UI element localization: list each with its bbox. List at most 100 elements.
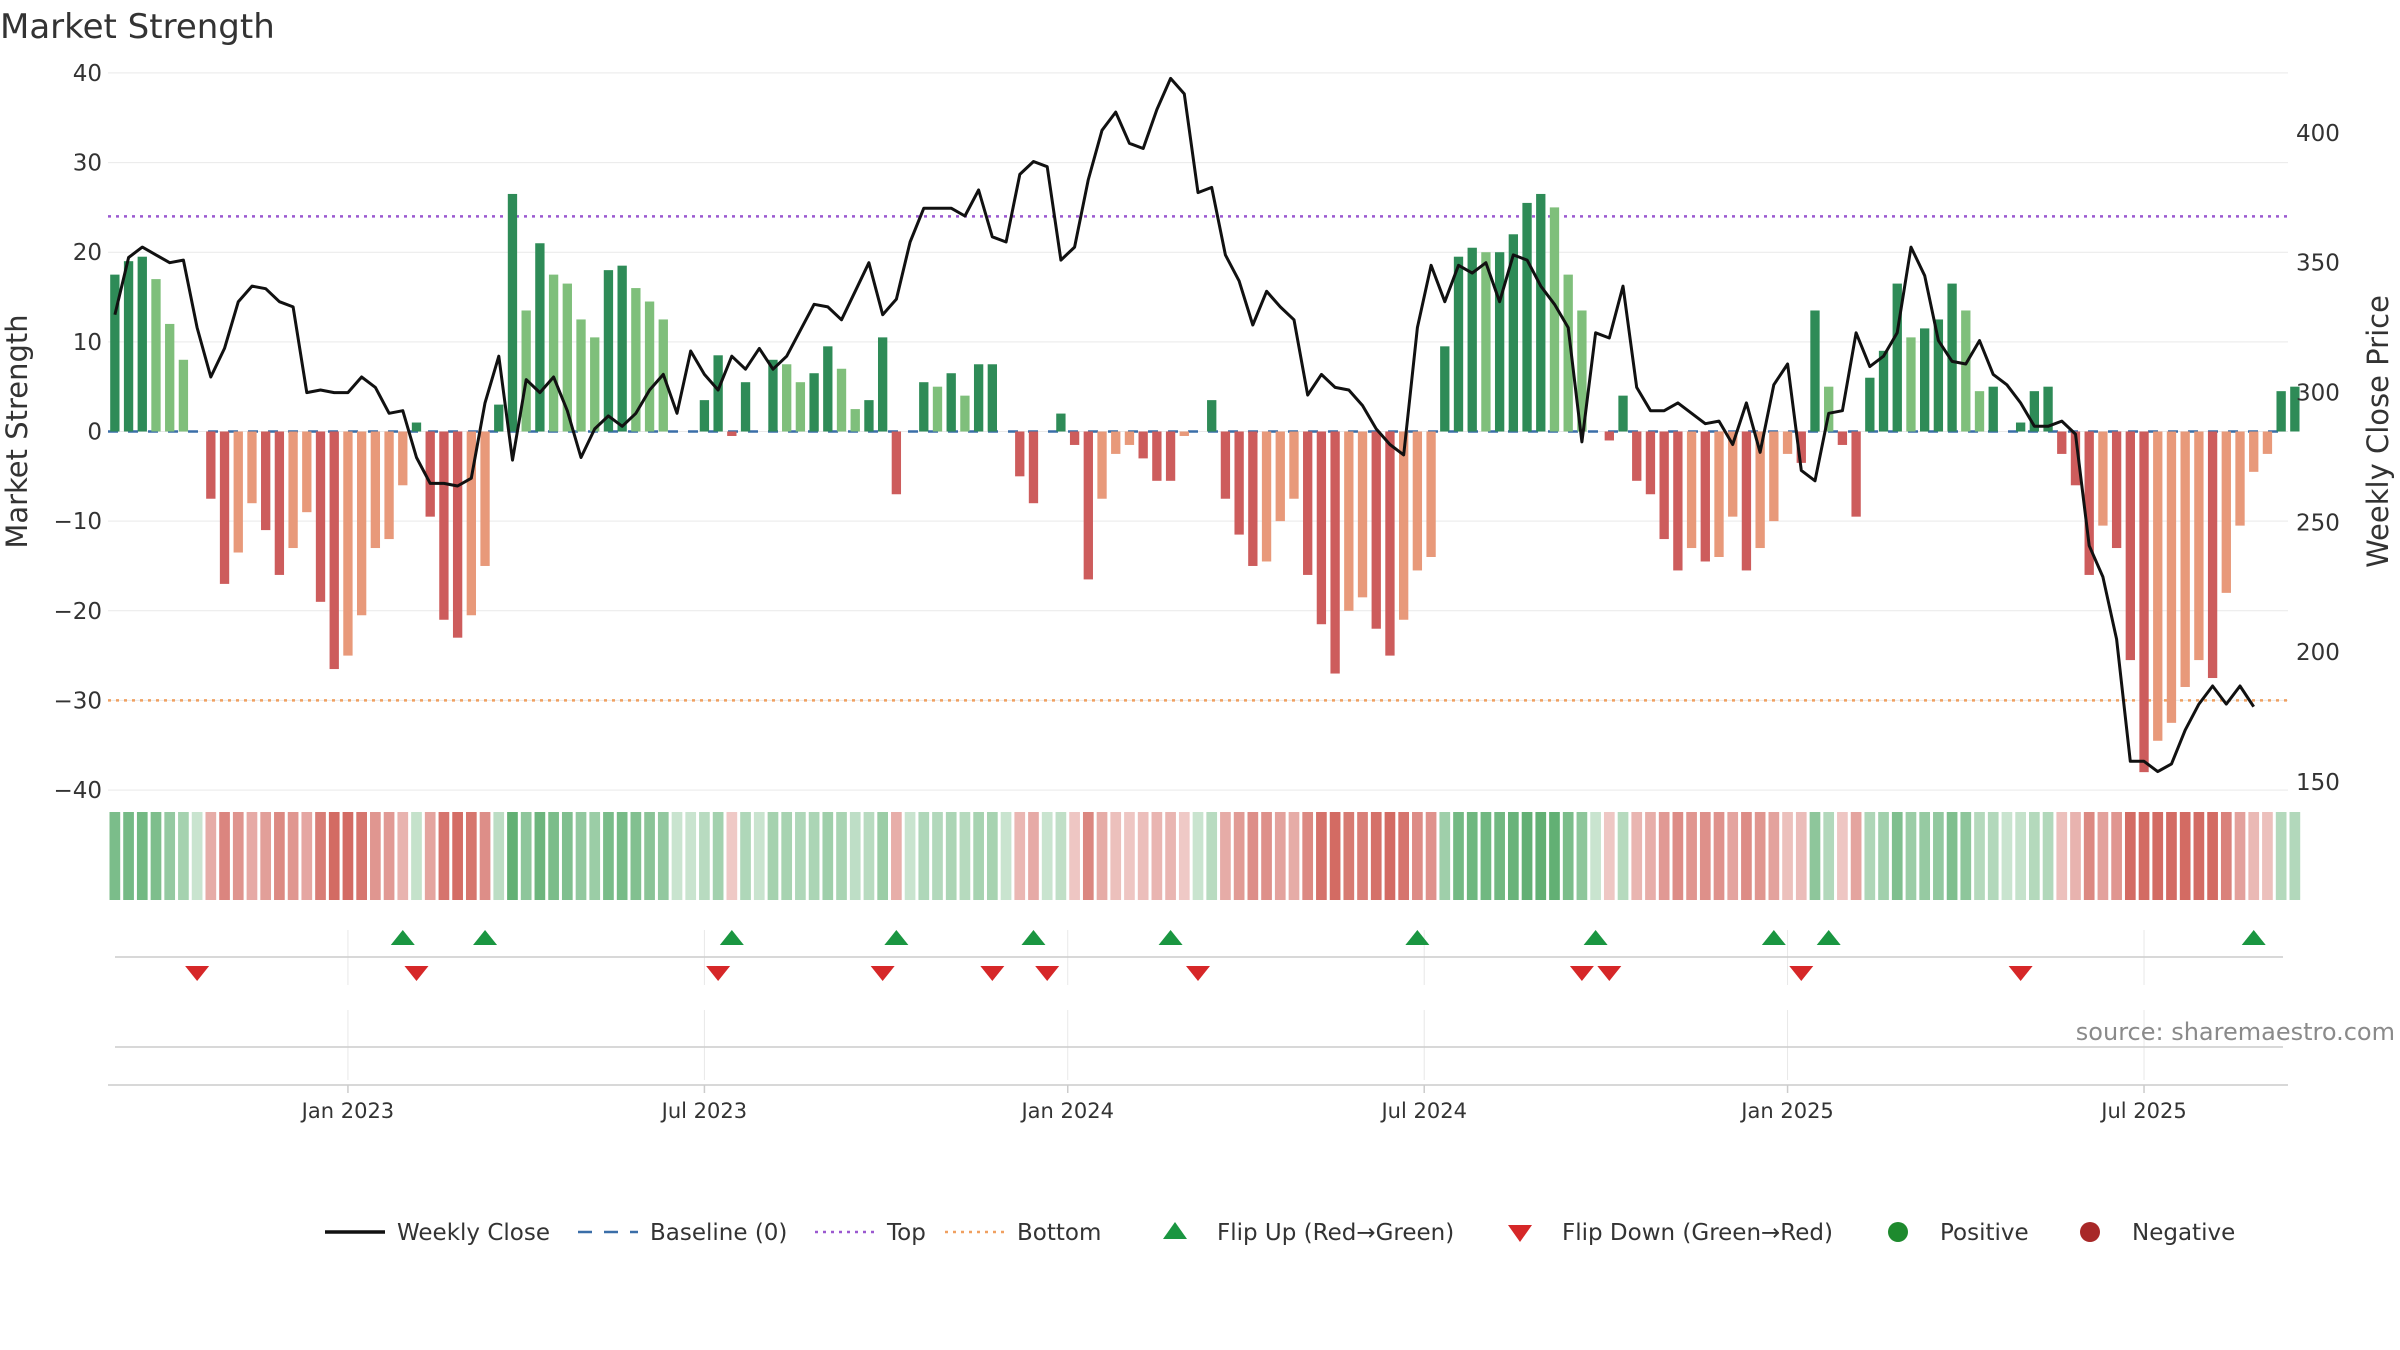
strength-bar xyxy=(1028,431,1039,504)
strength-bar xyxy=(823,346,833,432)
strength-bar xyxy=(2070,431,2081,486)
state-ribbon-cell xyxy=(1261,812,1272,900)
state-ribbon-cell xyxy=(260,812,272,900)
strength-bar xyxy=(439,431,449,620)
strength-bar xyxy=(1371,431,1381,629)
state-ribbon-cell xyxy=(836,812,847,900)
state-ribbon-cell xyxy=(630,812,642,900)
strength-bar xyxy=(1494,252,1505,432)
state-ribbon-cell xyxy=(1850,812,1862,900)
state-ribbon-cell xyxy=(2220,812,2232,900)
state-ribbon-cell xyxy=(1521,812,1533,900)
state-ribbon-cell xyxy=(699,812,710,900)
state-ribbon-cell xyxy=(1028,812,1039,900)
legend-swatch-flip-up xyxy=(1163,1222,1187,1239)
strength-bar xyxy=(1303,431,1313,575)
state-ribbon-cell xyxy=(1384,812,1396,900)
flip-down-marker xyxy=(1789,966,1814,981)
state-ribbon-cell xyxy=(945,812,957,900)
state-ribbon-cell xyxy=(1919,812,1931,900)
strength-bar xyxy=(1152,431,1162,481)
strength-bar xyxy=(110,274,120,432)
state-ribbon-cell xyxy=(2097,812,2109,900)
state-ribbon-cell xyxy=(808,812,820,900)
left-axis-tick-label: 20 xyxy=(73,240,102,266)
state-ribbon-cell xyxy=(1178,812,1190,900)
flip-down-marker xyxy=(706,966,731,981)
legend-label: Positive xyxy=(1940,1220,2029,1246)
strength-bar xyxy=(1179,431,1189,436)
flip-down-marker xyxy=(870,966,895,981)
state-ribbon-cell xyxy=(479,812,491,900)
strength-bar xyxy=(2249,431,2259,472)
strength-bar xyxy=(795,382,806,432)
state-ribbon-cell xyxy=(1110,812,1122,900)
strength-bar xyxy=(932,386,943,432)
state-ribbon-cell xyxy=(740,812,751,900)
strength-bar xyxy=(1481,252,1491,432)
state-ribbon-cell xyxy=(1809,812,1821,900)
state-ribbon-cell xyxy=(1795,812,1807,900)
strength-bar xyxy=(1316,431,1327,625)
strength-bar xyxy=(1440,346,1450,432)
state-ribbon-cell xyxy=(109,812,121,900)
state-ribbon-cell xyxy=(2248,812,2260,900)
legend-label: Weekly Close xyxy=(397,1220,550,1246)
strength-bar xyxy=(1289,431,1299,499)
state-ribbon-cell xyxy=(465,812,477,900)
strength-bar xyxy=(1069,431,1080,445)
strength-bar xyxy=(1632,431,1642,481)
flip-down-marker xyxy=(185,966,210,981)
flip-up-marker xyxy=(2241,930,2266,945)
right-axis-tick-label: 200 xyxy=(2296,640,2340,666)
strength-bar xyxy=(466,431,476,616)
state-ribbon-cell xyxy=(2111,812,2122,900)
state-ribbon-cell xyxy=(1014,812,1026,900)
strength-bar xyxy=(2207,431,2218,679)
strength-bar xyxy=(2029,391,2040,432)
state-ribbon-cell xyxy=(1302,812,1314,900)
state-ribbon-cell xyxy=(767,812,779,900)
strength-bar xyxy=(2015,422,2026,432)
strength-bar xyxy=(1522,202,1532,432)
left-axis-label: Market Strength xyxy=(0,314,34,548)
state-ribbon-cell xyxy=(246,812,258,900)
flip-down-marker xyxy=(1597,966,1622,981)
state-ribbon-cell xyxy=(548,812,559,900)
strength-bar xyxy=(1056,413,1066,432)
state-ribbon-cell xyxy=(2138,812,2150,900)
flip-up-marker xyxy=(1816,930,1841,945)
state-ribbon-cell xyxy=(424,812,436,900)
state-ribbon-cell xyxy=(1137,812,1149,900)
state-ribbon-cell xyxy=(1645,812,1656,900)
strength-bar xyxy=(1549,207,1560,432)
state-ribbon-cell xyxy=(2179,812,2191,900)
state-ribbon-cell xyxy=(1617,812,1629,900)
strength-bar xyxy=(1851,431,1861,517)
state-ribbon-cell xyxy=(1823,812,1835,900)
state-ribbon-cell xyxy=(1699,812,1711,900)
state-ribbon-cell xyxy=(671,812,683,900)
strength-bar xyxy=(1810,310,1820,432)
strength-bar xyxy=(151,279,161,432)
state-ribbon-cell xyxy=(1987,812,1999,900)
strength-bar xyxy=(699,400,710,432)
strength-bar xyxy=(1741,431,1752,571)
x-tick-label: Jan 2025 xyxy=(1739,1099,1834,1123)
strength-bar xyxy=(343,431,353,656)
strength-bar xyxy=(1947,283,1957,432)
strength-bar xyxy=(1165,431,1176,481)
x-tick-label: Jan 2023 xyxy=(300,1099,395,1123)
state-ribbon-cell xyxy=(1412,812,1423,900)
strength-bar xyxy=(2235,431,2245,526)
state-ribbon-cell xyxy=(726,812,738,900)
strength-bar xyxy=(2262,431,2273,454)
strength-bar xyxy=(1618,395,1628,432)
state-ribbon-cell xyxy=(370,812,381,900)
strength-bar xyxy=(521,310,531,432)
state-ribbon-cell xyxy=(1233,812,1245,900)
strength-bar xyxy=(919,382,929,432)
strength-bar xyxy=(960,395,970,432)
strength-bar xyxy=(356,431,367,616)
